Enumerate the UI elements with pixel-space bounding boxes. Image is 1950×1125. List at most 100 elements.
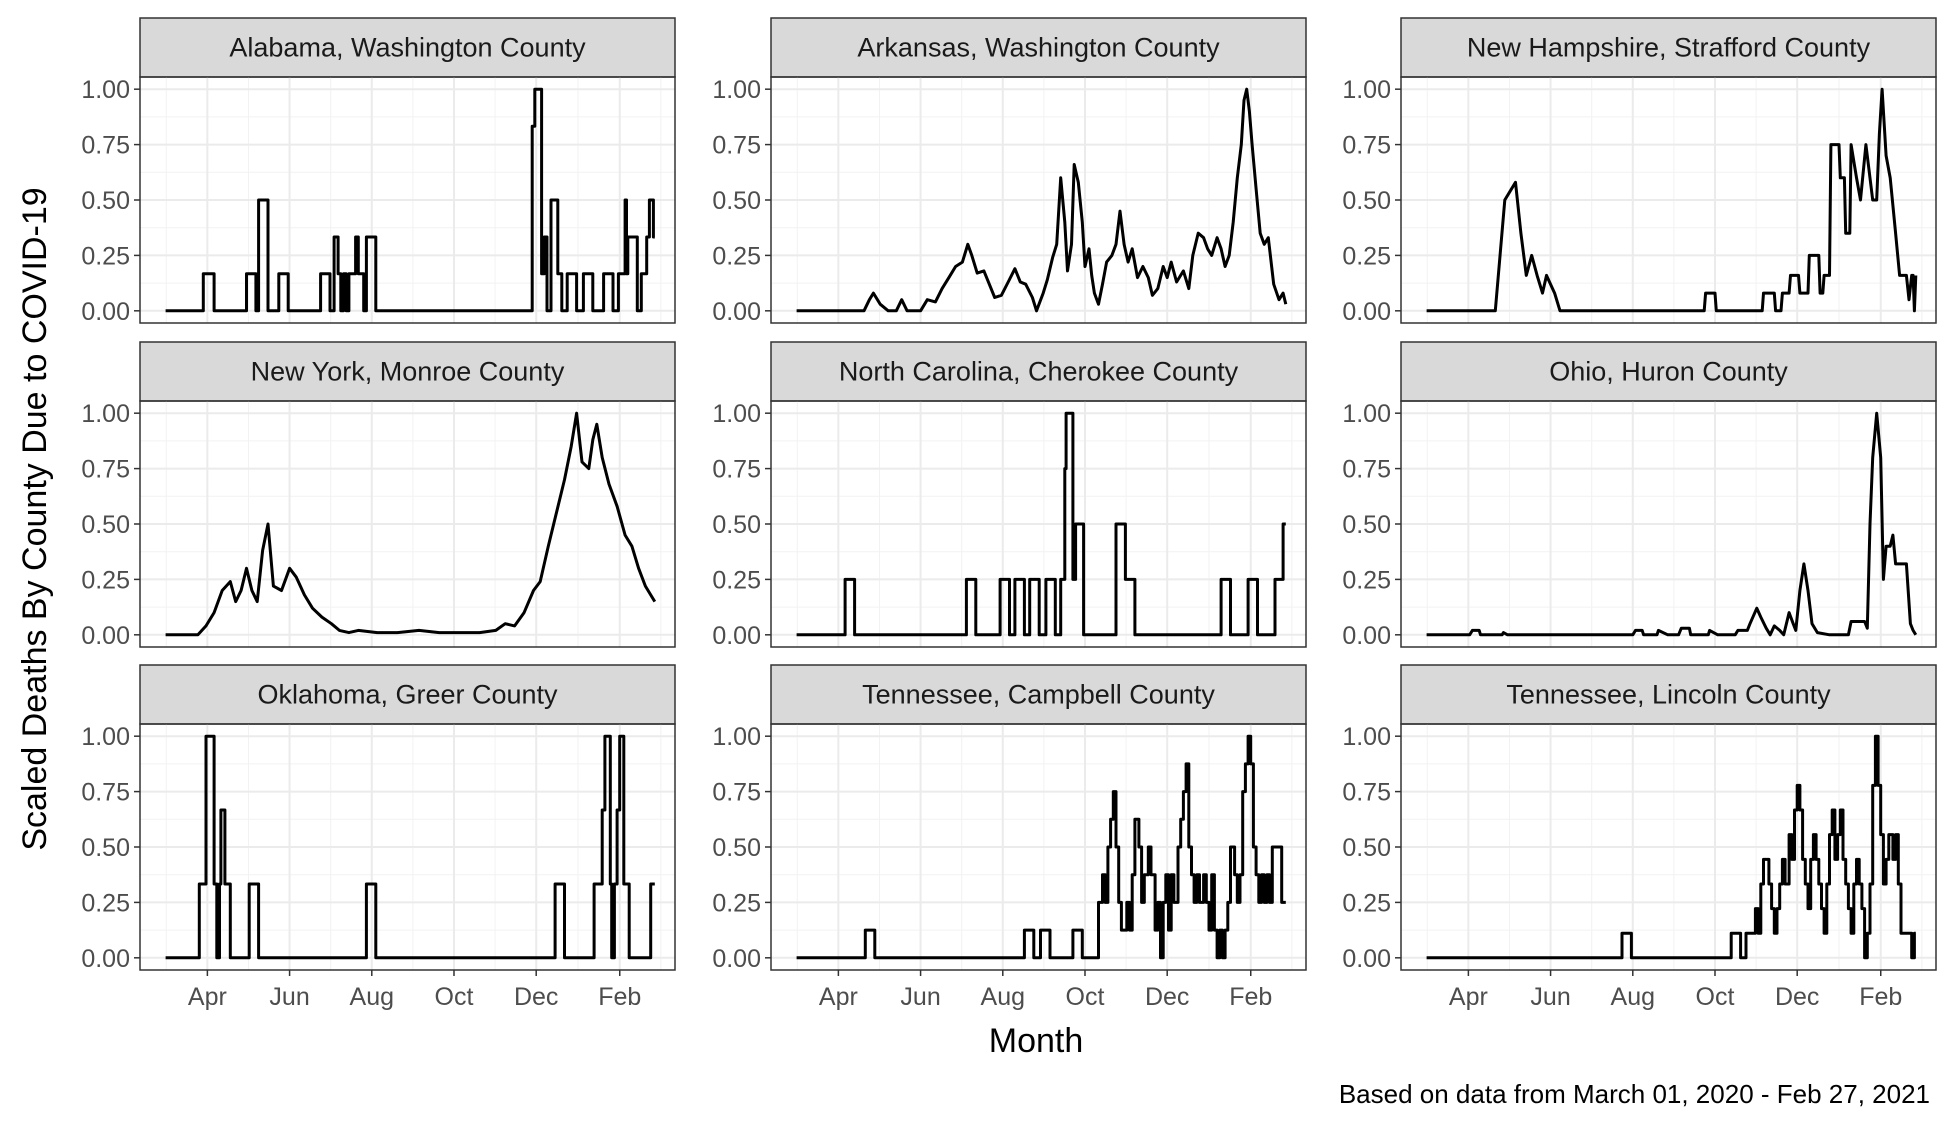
facet-strip [139,341,676,402]
y-tick-label: 0.50 [81,511,130,539]
facet-title: Oklahoma, Greer County [257,680,558,710]
y-tick-label: 0.75 [1342,132,1391,160]
facet-title: North Carolina, Cherokee County [839,357,1239,387]
series-line [796,734,1286,960]
x-tick-label: Apr [1449,983,1488,1011]
panel-border [1400,76,1937,324]
x-tick-label: Apr [188,983,227,1011]
panel-border [139,400,676,648]
x-tick-label: Oct [435,983,474,1011]
series-line [165,87,655,313]
y-tick-label: 1.00 [1342,723,1391,751]
y-tick-label: 0.00 [81,622,130,650]
y-tick-label: 0.00 [712,298,761,326]
series-line [796,411,1286,637]
x-tick-label: Dec [1775,983,1819,1011]
facet-title: Ohio, Huron County [1549,357,1788,387]
y-tick-label: 0.00 [1342,622,1391,650]
y-tick-label: 0.75 [712,132,761,160]
x-tick-label: Jun [269,983,309,1011]
x-tick-label: Feb [598,983,641,1011]
y-tick-label: 0.00 [1342,298,1391,326]
y-tick-label: 0.25 [81,242,130,270]
y-tick-label: 1.00 [81,723,130,751]
x-tick-label: Feb [1229,983,1272,1011]
x-tick-label: Aug [1611,983,1655,1011]
y-tick-label: 0.50 [1342,187,1391,215]
facet-panel: North Carolina, Cherokee County 0.00 0.25 0… [712,341,1307,650]
panel-border [139,76,676,324]
y-tick-label: 1.00 [81,76,130,104]
facet-strip [770,664,1307,725]
x-tick-label: Aug [981,983,1025,1011]
y-tick-label: 1.00 [81,400,130,428]
facet-panel: New Hampshire, Strafford County 0.00 0.25 0… [1342,17,1937,326]
facet-strip [1400,341,1937,402]
x-tick-label: Dec [514,983,558,1011]
facet-strip [770,341,1307,402]
y-tick-label: 0.25 [81,566,130,594]
panel-border [1400,723,1937,971]
x-tick-label: Dec [1145,983,1189,1011]
facet-title: Tennessee, Campbell County [862,680,1215,710]
x-tick-label: Aug [350,983,394,1011]
facet-panel: Ohio, Huron County 0.00 0.25 0.50 0.75 1.00 [1342,341,1937,650]
facet-panel: Tennessee, Campbell County Apr Jun Aug Oct De… [712,664,1307,1011]
x-tick-label: Oct [1066,983,1105,1011]
y-tick-label: 1.00 [1342,76,1391,104]
y-tick-label: 0.25 [81,889,130,917]
y-tick-label: 0.00 [81,298,130,326]
series-line [1426,734,1916,960]
y-tick-label: 0.00 [712,622,761,650]
y-tick-label: 0.75 [81,779,130,807]
series-line [165,734,655,960]
facet-title: New Hampshire, Strafford County [1467,33,1871,63]
facet-panel: New York, Monroe County 0.00 0.25 0.50 0.75 1… [81,341,676,650]
facet-strip [1400,17,1937,78]
series-line [1426,87,1918,313]
y-tick-label: 0.75 [81,132,130,160]
y-tick-label: 0.75 [1342,456,1391,484]
x-tick-label: Apr [819,983,858,1011]
y-tick-label: 0.75 [1342,779,1391,807]
y-tick-label: 0.25 [712,566,761,594]
y-tick-label: 0.50 [81,187,130,215]
x-tick-label: Oct [1696,983,1735,1011]
y-tick-label: 0.25 [1342,242,1391,270]
y-tick-label: 1.00 [712,76,761,104]
y-tick-label: 0.25 [712,242,761,270]
y-tick-label: 0.50 [1342,834,1391,862]
y-tick-label: 0.75 [712,456,761,484]
y-tick-label: 0.00 [712,945,761,973]
facet-panel: Tennessee, Lincoln County Apr Jun Aug Oct Dec… [1342,664,1937,1011]
y-tick-label: 1.00 [1342,400,1391,428]
y-tick-label: 0.25 [1342,889,1391,917]
facet-title: Arkansas, Washington County [857,33,1220,63]
x-tick-label: Feb [1859,983,1902,1011]
x-axis-title: Month [989,1022,1084,1060]
facet-title: New York, Monroe County [251,357,565,387]
y-tick-label: 0.75 [712,779,761,807]
y-tick-label: 0.00 [1342,945,1391,973]
facet-panel: Alabama, Washington County 0.00 0.25 0.50 0.… [81,17,676,326]
panel-border [1400,400,1937,648]
y-tick-label: 0.50 [1342,511,1391,539]
y-tick-label: 1.00 [712,400,761,428]
panel-border [770,400,1307,648]
panel-border [139,723,676,971]
panel-border [770,76,1307,324]
y-axis-title: Scaled Deaths By County Due to COVID-19 [16,187,54,850]
facet-strip [1400,664,1937,725]
series-line [796,87,1288,313]
facet-title: Tennessee, Lincoln County [1506,680,1831,710]
facet-panel: Arkansas, Washington County 0.00 0.25 0.50 0… [712,17,1307,326]
y-tick-label: 0.75 [81,456,130,484]
series-line [1426,411,1918,637]
facet-title: Alabama, Washington County [229,33,586,63]
y-tick-label: 0.50 [712,187,761,215]
y-tick-label: 0.00 [81,945,130,973]
facet-strip [770,17,1307,78]
facet-panels: Alabama, Washington County 0.00 0.25 0.50 0.… [81,17,1937,1011]
